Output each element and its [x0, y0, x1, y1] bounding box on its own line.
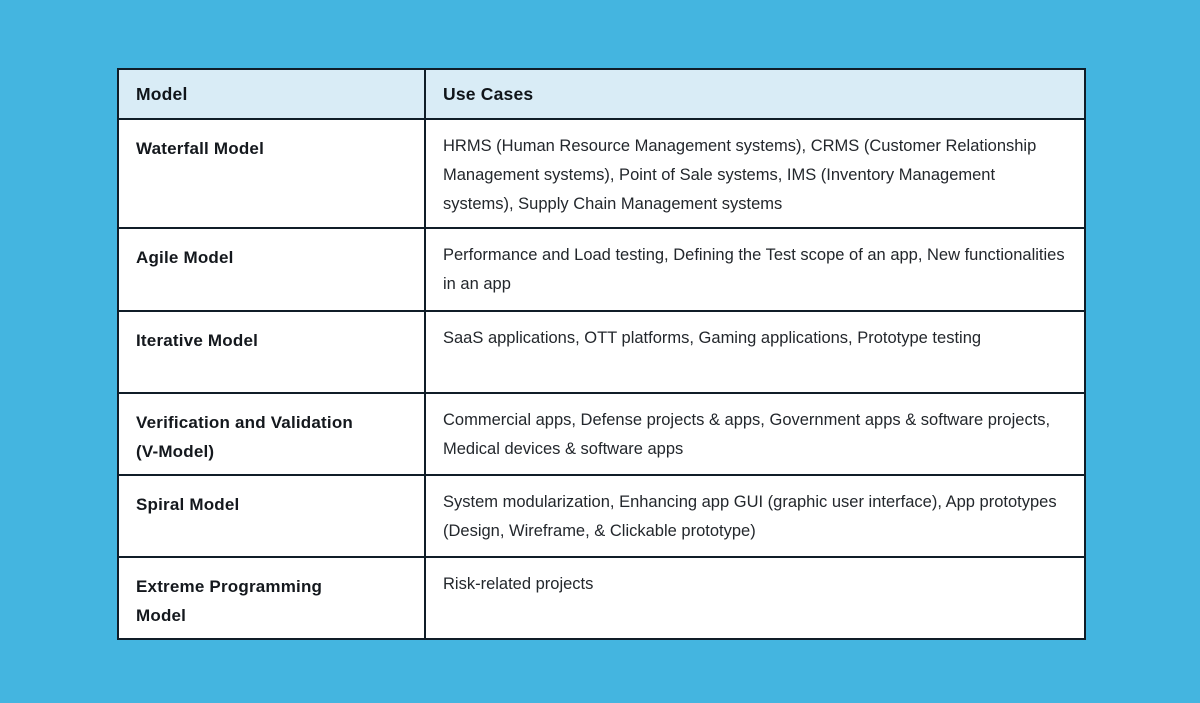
- column-header-use-cases: Use Cases: [424, 68, 1086, 120]
- model-cell: Waterfall Model: [117, 118, 426, 229]
- model-cell: Spiral Model: [117, 474, 426, 558]
- use-cases-cell: System modularization, Enhancing app GUI…: [424, 474, 1086, 558]
- header-row: Model Use Cases: [117, 68, 1086, 120]
- table-row: Extreme Programming Model Risk-related p…: [117, 556, 1086, 640]
- column-header-model: Model: [117, 68, 426, 120]
- model-cell: Extreme Programming Model: [117, 556, 426, 640]
- model-cell: Iterative Model: [117, 310, 426, 394]
- use-cases-cell: Risk-related projects: [424, 556, 1086, 640]
- table-row: Spiral Model System modularization, Enha…: [117, 474, 1086, 558]
- table-row: Waterfall Model HRMS (Human Resource Man…: [117, 118, 1086, 229]
- use-cases-cell: HRMS (Human Resource Management systems)…: [424, 118, 1086, 229]
- sdlc-models-table: Model Use Cases Waterfall Model HRMS (Hu…: [117, 68, 1086, 640]
- use-cases-cell: Performance and Load testing, Defining t…: [424, 227, 1086, 312]
- table-row: Verification and Validation (V-Model) Co…: [117, 392, 1086, 476]
- sdlc-models-table-container: Model Use Cases Waterfall Model HRMS (Hu…: [117, 68, 1086, 640]
- use-cases-cell: SaaS applications, OTT platforms, Gaming…: [424, 310, 1086, 394]
- model-cell: Verification and Validation (V-Model): [117, 392, 426, 476]
- table-row: Iterative Model SaaS applications, OTT p…: [117, 310, 1086, 394]
- use-cases-cell: Commercial apps, Defense projects & apps…: [424, 392, 1086, 476]
- model-cell: Agile Model: [117, 227, 426, 312]
- table-row: Agile Model Performance and Load testing…: [117, 227, 1086, 312]
